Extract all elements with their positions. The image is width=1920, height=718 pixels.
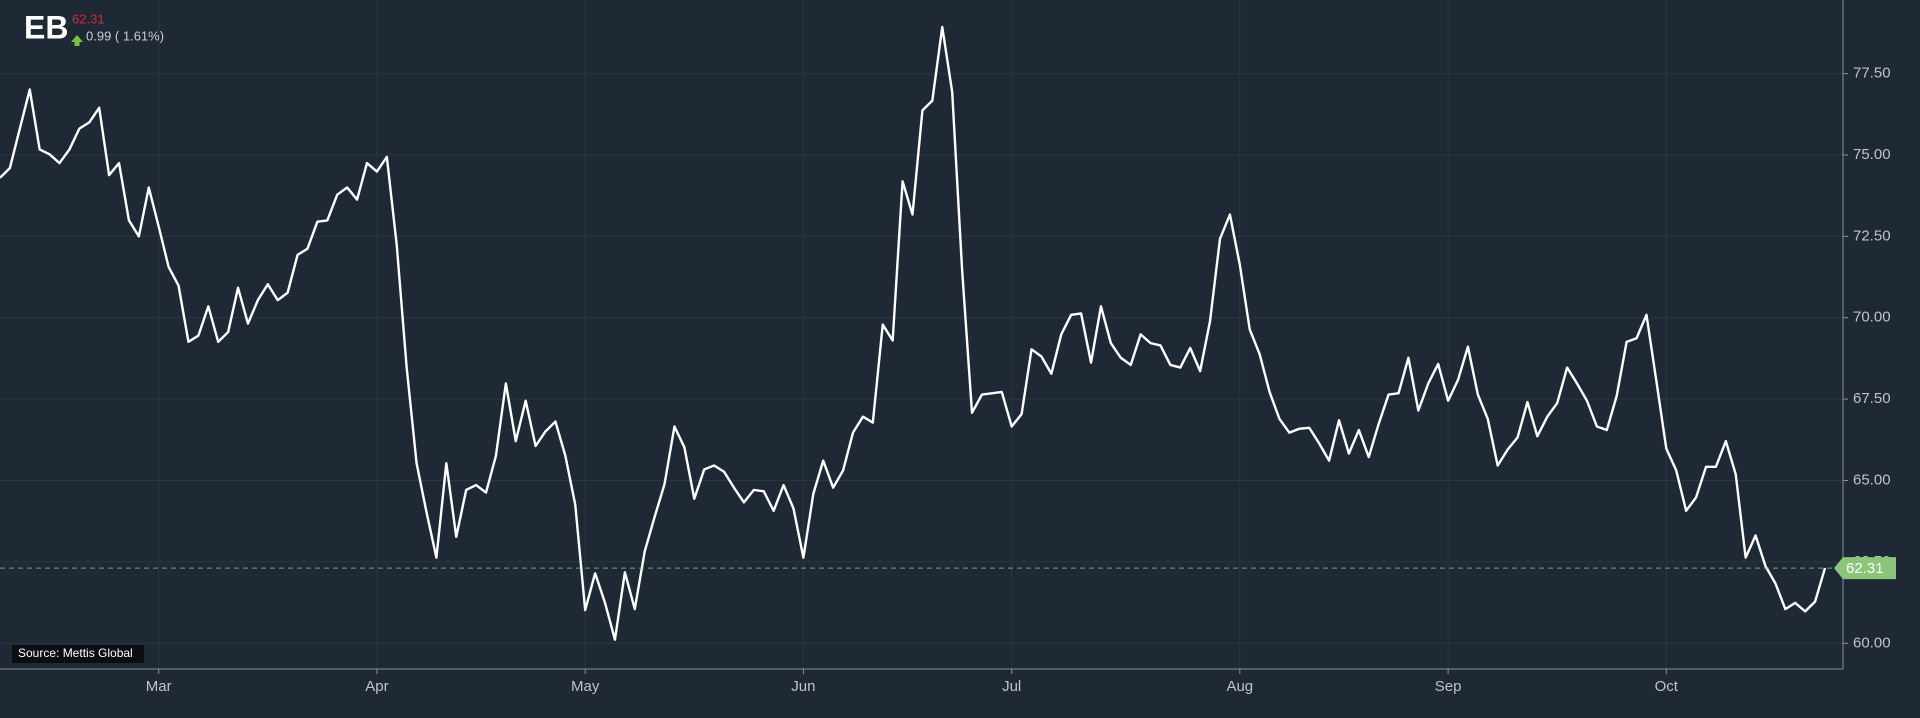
plot — [0, 25, 1843, 641]
x-tick-label: Sep — [1435, 678, 1462, 695]
source: Source: Mettis Global — [18, 646, 133, 660]
x-tick-label: May — [571, 678, 600, 695]
last-value-tag — [1834, 557, 1896, 580]
y-tick-label: 77.50 — [1853, 65, 1891, 82]
source-box — [12, 645, 144, 663]
x-tick-label: Oct — [1655, 678, 1679, 695]
grid — [0, 0, 1843, 669]
price: 62.31 — [72, 11, 105, 26]
x-tick-label: Mar — [146, 678, 172, 695]
y-tick-label: 67.50 — [1853, 390, 1891, 407]
ticker: EB — [24, 9, 68, 45]
y-tick-label: 70.00 — [1853, 309, 1891, 326]
y-tick-label: 75.00 — [1853, 146, 1891, 163]
x-tick-label: Jul — [1002, 678, 1021, 695]
y-tick-label: 60.00 — [1853, 634, 1891, 651]
up-arrow — [71, 35, 83, 46]
x-tick-label: Jun — [791, 678, 815, 695]
y-tick-label: 65.00 — [1853, 471, 1891, 488]
change: 0.99 ( 1.61%) — [86, 28, 164, 43]
x-tick-label: Aug — [1226, 678, 1253, 695]
last-value-label: 62.31 — [1846, 560, 1884, 577]
y-tick-label: 72.50 — [1853, 227, 1891, 244]
price-line — [0, 25, 1827, 641]
x-tick-label: Apr — [365, 678, 388, 695]
